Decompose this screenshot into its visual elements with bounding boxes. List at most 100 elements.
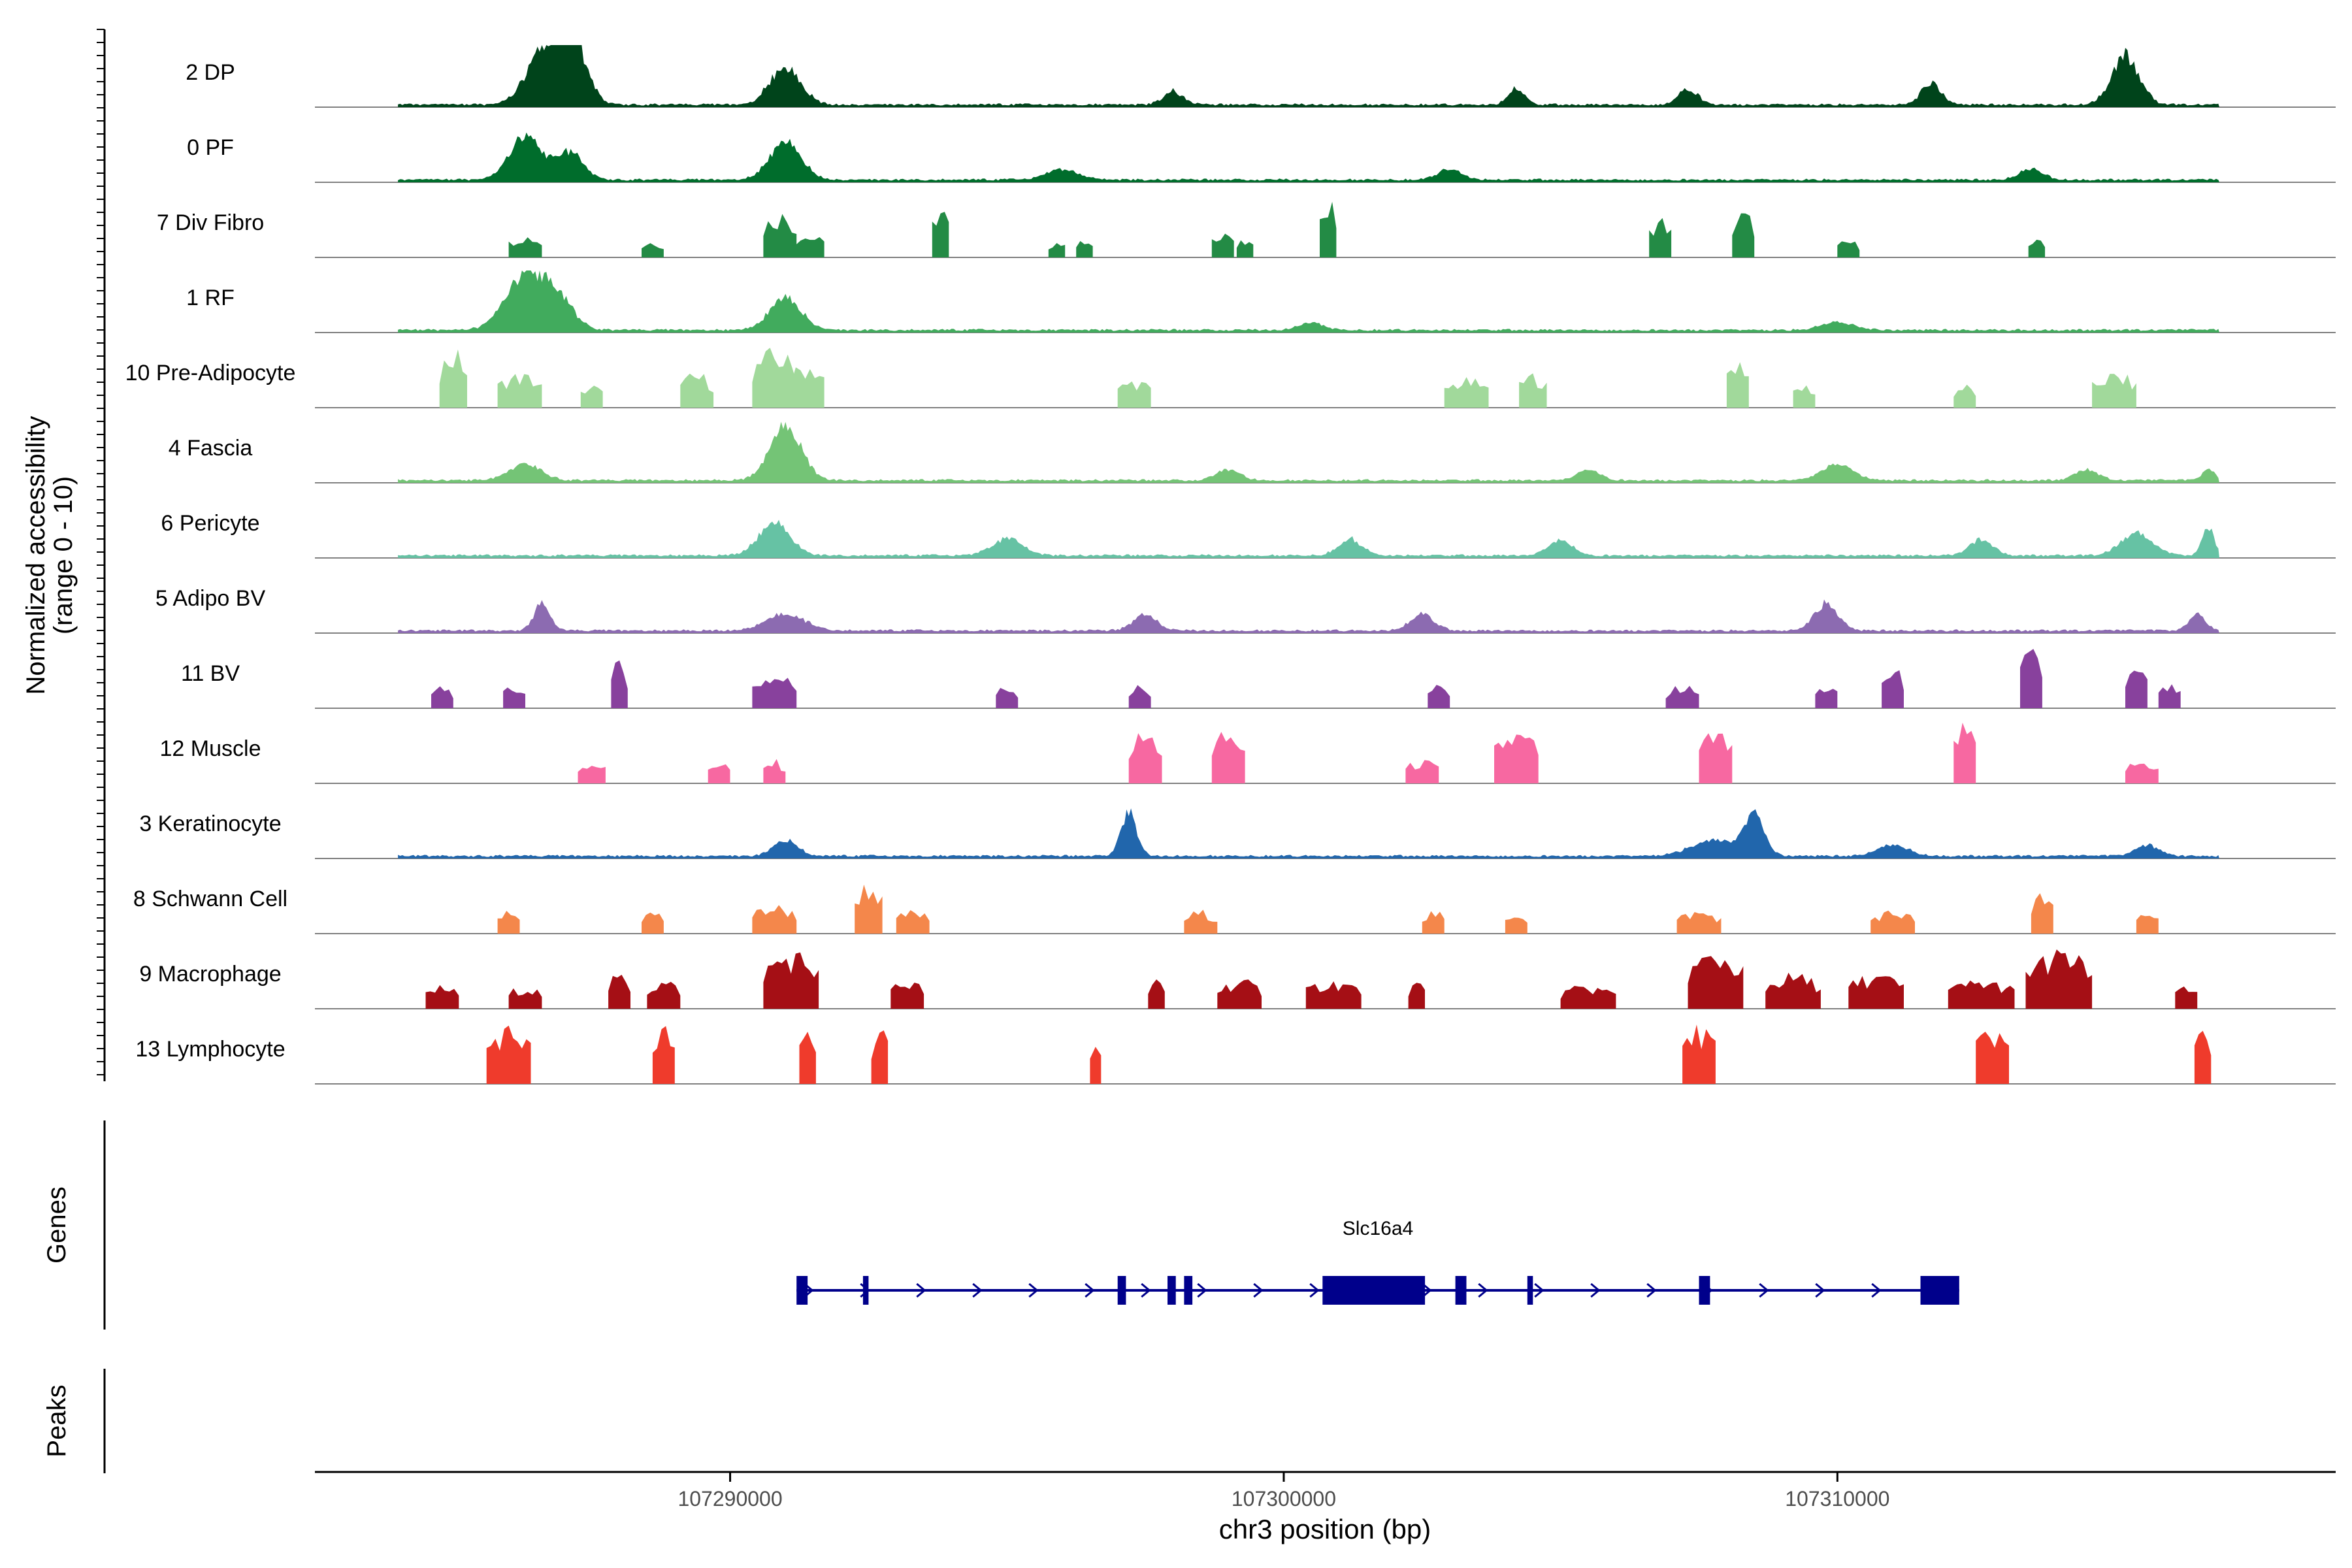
coverage-peak <box>431 686 453 708</box>
track-label: 8 Schwann Cell <box>133 887 287 911</box>
coverage-peak <box>2125 670 2148 708</box>
coverage-peak <box>708 764 730 783</box>
coverage-peak <box>855 885 883 934</box>
coverage-peak <box>763 759 786 783</box>
coverage-area <box>398 808 2219 858</box>
coverage-peak <box>608 975 630 1009</box>
coverage-peak <box>508 988 542 1009</box>
track-2-dp: 2 DP <box>186 45 2336 108</box>
coverage-peak <box>1765 972 1821 1009</box>
coverage-peak <box>1976 1032 2009 1084</box>
coverage-peak <box>932 212 949 257</box>
coverage-peak <box>1444 377 1489 408</box>
coverage-peak <box>1048 243 1066 257</box>
coverage-area <box>398 270 2219 333</box>
coverage-peak <box>1732 213 1755 257</box>
coverage-peak <box>890 983 924 1009</box>
coverage-peak <box>1236 240 1254 257</box>
track-label: 10 Pre-Adipocyte <box>125 361 296 385</box>
strand-arrow <box>1028 1282 1039 1298</box>
coverage-peak <box>2092 374 2136 408</box>
coverage-peak <box>1117 381 1151 408</box>
strand-arrow <box>1759 1282 1769 1298</box>
coverage-peak <box>439 349 467 408</box>
coverage-peak <box>1408 983 1425 1009</box>
coverage-peak <box>2194 1030 2212 1084</box>
track-label: 6 Pericyte <box>161 511 259 536</box>
coverage-peak <box>1428 685 1450 708</box>
coverage-peak <box>791 237 825 257</box>
coverage-y-ticks <box>97 29 105 1075</box>
genes-panel-label: Genes <box>42 1186 71 1264</box>
coverage-peak <box>647 981 681 1009</box>
track-11-bv: 11 BV <box>181 649 2336 709</box>
coverage-peak <box>2158 684 2181 708</box>
strand-arrow <box>1646 1282 1657 1298</box>
track-label: 11 BV <box>181 661 240 686</box>
strand-arrow <box>1871 1282 1882 1298</box>
coverage-peak <box>611 660 628 708</box>
coverage-peak <box>1793 385 1816 408</box>
track-6-pericyte: 6 Pericyte <box>161 511 2336 559</box>
y-axis-label-line2: (range 0 - 10) <box>49 476 78 634</box>
track-label: 2 DP <box>186 60 235 85</box>
track-4-fascia: 4 Fascia <box>169 421 2336 483</box>
coverage-area <box>398 45 2219 107</box>
gene-exon <box>1168 1276 1176 1305</box>
coverage-peak <box>497 374 542 408</box>
peaks-panel-label: Peaks <box>42 1384 71 1457</box>
coverage-peak <box>1128 685 1151 708</box>
coverage-peak <box>2136 915 2159 934</box>
strand-arrow <box>1197 1282 1207 1298</box>
strand-arrow <box>1253 1282 1264 1298</box>
track-label: 7 Div Fibro <box>157 210 264 235</box>
coverage-peak <box>1682 1024 1716 1084</box>
coverage-peak <box>1953 723 1976 783</box>
track-label: 3 Keratinocyte <box>139 811 281 836</box>
track-3-keratinocyte: 3 Keratinocyte <box>139 808 2336 859</box>
coverage-peak <box>1305 981 1362 1009</box>
strand-arrow <box>1309 1282 1320 1298</box>
gene-track: Slc16a4 <box>796 1218 1959 1305</box>
coverage-peak <box>503 687 525 708</box>
coverage-peak <box>1676 912 1722 934</box>
coverage-peak <box>1494 734 1539 783</box>
strand-arrow <box>972 1282 983 1298</box>
track-label: 0 PF <box>187 135 234 160</box>
coverage-peak <box>1665 685 1699 708</box>
track-label: 5 Adipo BV <box>155 586 266 611</box>
coverage-peak <box>896 910 930 934</box>
coverage-peak <box>1848 975 1904 1009</box>
coverage-peak <box>1148 979 1165 1009</box>
gene-exon <box>1455 1276 1467 1305</box>
strand-arrow <box>916 1282 926 1298</box>
gene-exon <box>1527 1276 1533 1305</box>
coverage-peak <box>580 385 603 408</box>
track-label: 9 Macrophage <box>139 962 281 987</box>
x-tick-label: 107300000 <box>1232 1487 1336 1511</box>
coverage-peak <box>1815 689 1838 708</box>
coverage-peak <box>1405 760 1439 783</box>
track-5-adipo-bv: 5 Adipo BV <box>155 586 2336 634</box>
x-axis-label: chr3 position (bp) <box>1219 1514 1431 1544</box>
track-7-div-fibro: 7 Div Fibro <box>157 201 2336 258</box>
coverage-peak <box>1649 218 1672 257</box>
gene-exon <box>796 1276 808 1305</box>
track-0-pf: 0 PF <box>187 132 2336 183</box>
gene-exon <box>1184 1276 1193 1305</box>
track-9-macrophage: 9 Macrophage <box>139 949 2336 1009</box>
coverage-peak <box>799 1032 816 1084</box>
coverage-peak <box>508 237 542 257</box>
strand-arrow <box>1085 1282 1095 1298</box>
coverage-peak <box>497 911 520 934</box>
coverage-peak <box>1870 910 1915 934</box>
coverage-peak <box>578 766 606 783</box>
coverage-peak <box>680 373 714 408</box>
gene-name-label: Slc16a4 <box>1343 1218 1413 1239</box>
coverage-area <box>398 132 2219 182</box>
coverage-peak <box>1217 979 1262 1009</box>
gene-exon <box>862 1276 869 1305</box>
x-tick-label: 107310000 <box>1785 1487 1889 1511</box>
coverage-peak <box>1882 670 1904 708</box>
